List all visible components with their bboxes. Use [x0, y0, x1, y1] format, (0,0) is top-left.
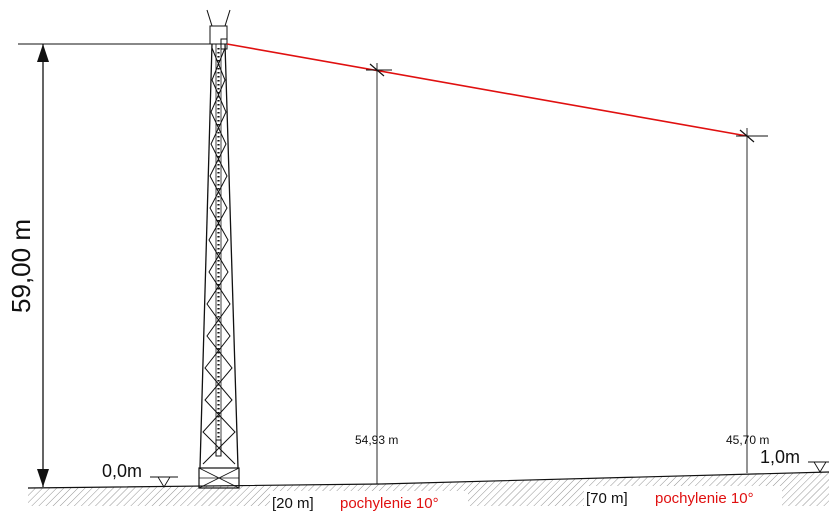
- right-level-marker: 1,0m: [760, 447, 829, 473]
- distance-20-label: [20 m]: [272, 495, 314, 512]
- left-level-label: 0,0m: [102, 461, 142, 481]
- dim-70-label: 45,70 m: [726, 433, 769, 447]
- dimension-arrow-top: [37, 44, 49, 62]
- height-label: 59,00 m: [6, 219, 36, 313]
- right-level-label: 1,0m: [760, 447, 800, 467]
- dimension-arrow-bottom: [37, 469, 49, 487]
- ground-line: [27, 471, 829, 489]
- distance-70-label: [70 m]: [586, 490, 628, 507]
- beam-line: [226, 43, 748, 137]
- lattice-tower: [198, 9, 240, 489]
- dimension-70m: 45,70 m: [726, 128, 769, 473]
- label-bg-20: [270, 491, 468, 513]
- height-dimension: 59,00 m: [6, 43, 222, 487]
- right-level-triangle: [813, 461, 827, 473]
- dim-20-label: 54,93 m: [355, 433, 398, 447]
- left-level-marker: 0,0m: [102, 461, 178, 488]
- dimension-20m: 54,93 m: [355, 63, 398, 484]
- left-level-triangle: [157, 476, 171, 488]
- slope-label-2: pochylenie 10°: [655, 490, 754, 507]
- slope-label-1: pochylenie 10°: [340, 495, 439, 512]
- label-bg-70: [584, 486, 782, 508]
